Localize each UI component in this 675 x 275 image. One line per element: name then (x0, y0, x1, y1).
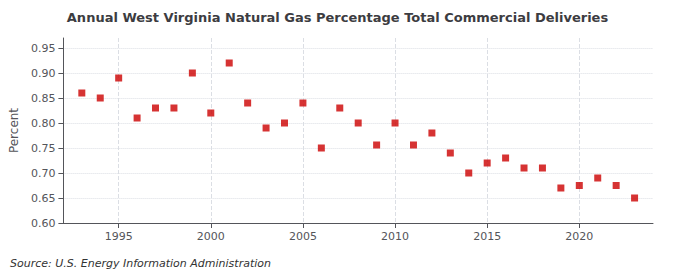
svg-text:0.65: 0.65 (31, 192, 56, 205)
svg-text:1995: 1995 (105, 230, 133, 243)
svg-text:0.75: 0.75 (31, 142, 56, 155)
svg-text:0.90: 0.90 (31, 67, 56, 80)
svg-text:2020: 2020 (565, 230, 593, 243)
svg-text:2010: 2010 (381, 230, 409, 243)
svg-text:Source: U.S. Energy Informatio: Source: U.S. Energy Information Administ… (10, 257, 271, 270)
svg-text:0.80: 0.80 (31, 117, 56, 130)
svg-text:Percent: Percent (7, 108, 21, 153)
svg-text:2000: 2000 (197, 230, 225, 243)
svg-text:0.60: 0.60 (31, 217, 56, 230)
svg-text:0.85: 0.85 (31, 92, 56, 105)
svg-text:2015: 2015 (473, 230, 501, 243)
svg-text:2005: 2005 (289, 230, 317, 243)
svg-text:0.95: 0.95 (31, 42, 56, 55)
svg-text:Annual West Virginia Natural G: Annual West Virginia Natural Gas Percent… (67, 10, 609, 25)
svg-text:0.70: 0.70 (31, 167, 56, 180)
